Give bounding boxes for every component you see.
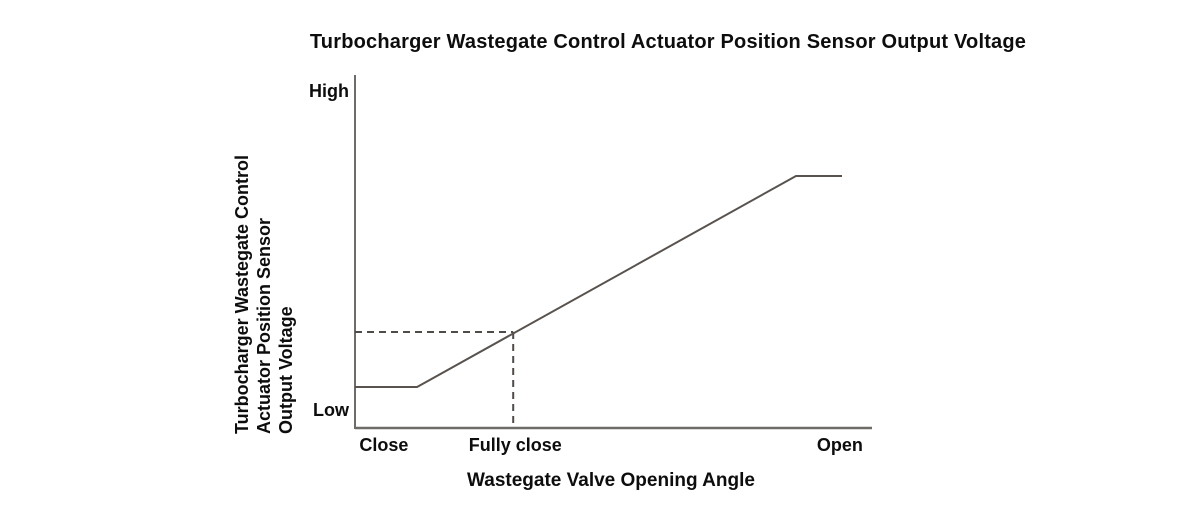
chart-title: Turbocharger Wastegate Control Actuator … <box>309 31 1027 53</box>
x-axis-title: Wastegate Valve Opening Angle <box>467 470 755 491</box>
voltage-curve <box>355 174 843 389</box>
x-tick-close: Close <box>359 435 409 455</box>
x-tick-fully-close: Fully close <box>468 435 562 455</box>
y-tick-low: Low <box>313 399 349 420</box>
y-tick-high: High <box>309 80 349 101</box>
x-tick-open: Open <box>816 435 863 455</box>
